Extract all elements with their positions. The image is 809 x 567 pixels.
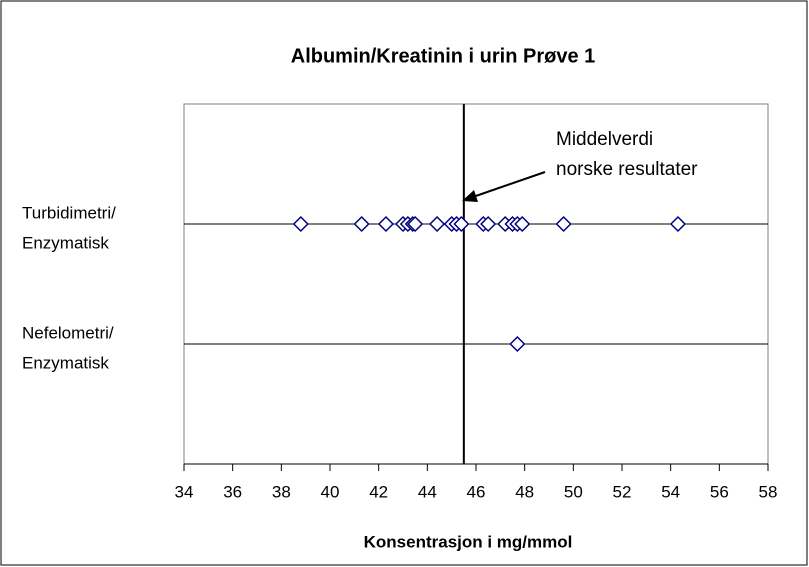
- y-category-label: Enzymatisk: [22, 233, 109, 252]
- x-tick-label: 34: [175, 482, 194, 501]
- data-point: [555, 215, 572, 233]
- x-tick-label: 38: [272, 482, 291, 501]
- data-point: [377, 215, 395, 233]
- y-category-label: Enzymatisk: [22, 353, 109, 372]
- data-point: [429, 215, 446, 233]
- data-point: [407, 215, 424, 233]
- y-category-label: Nefelometri/: [22, 323, 114, 342]
- x-tick-label: 40: [321, 482, 340, 501]
- x-tick-label: 54: [661, 482, 680, 501]
- x-tick-label: 44: [418, 482, 437, 501]
- mean-annotation: norske resultater: [556, 159, 698, 180]
- x-axis-label: Konsentrasjon i mg/mmol: [364, 532, 573, 551]
- annotation-arrowhead: [462, 190, 478, 202]
- data-point: [480, 215, 497, 233]
- chart-title: Albumin/Kreatinin i urin Prøve 1: [291, 45, 596, 67]
- x-tick-label: 56: [710, 482, 729, 501]
- data-point: [669, 215, 687, 233]
- data-point: [514, 215, 531, 233]
- data-point: [453, 215, 470, 233]
- x-tick-label: 52: [613, 482, 632, 501]
- x-tick-label: 46: [467, 482, 486, 501]
- annotation-arrow: [469, 171, 546, 199]
- x-tick-label: 42: [369, 482, 388, 501]
- x-tick-label: 58: [759, 482, 778, 501]
- y-category-label: Turbidimetri/: [22, 203, 116, 222]
- x-tick-label: 48: [515, 482, 534, 501]
- x-tick-label: 36: [223, 482, 242, 501]
- mean-annotation: Middelverdi: [556, 129, 653, 150]
- data-point: [509, 335, 526, 353]
- data-point: [353, 215, 370, 233]
- x-tick-label: 50: [564, 482, 583, 501]
- data-point: [292, 215, 309, 233]
